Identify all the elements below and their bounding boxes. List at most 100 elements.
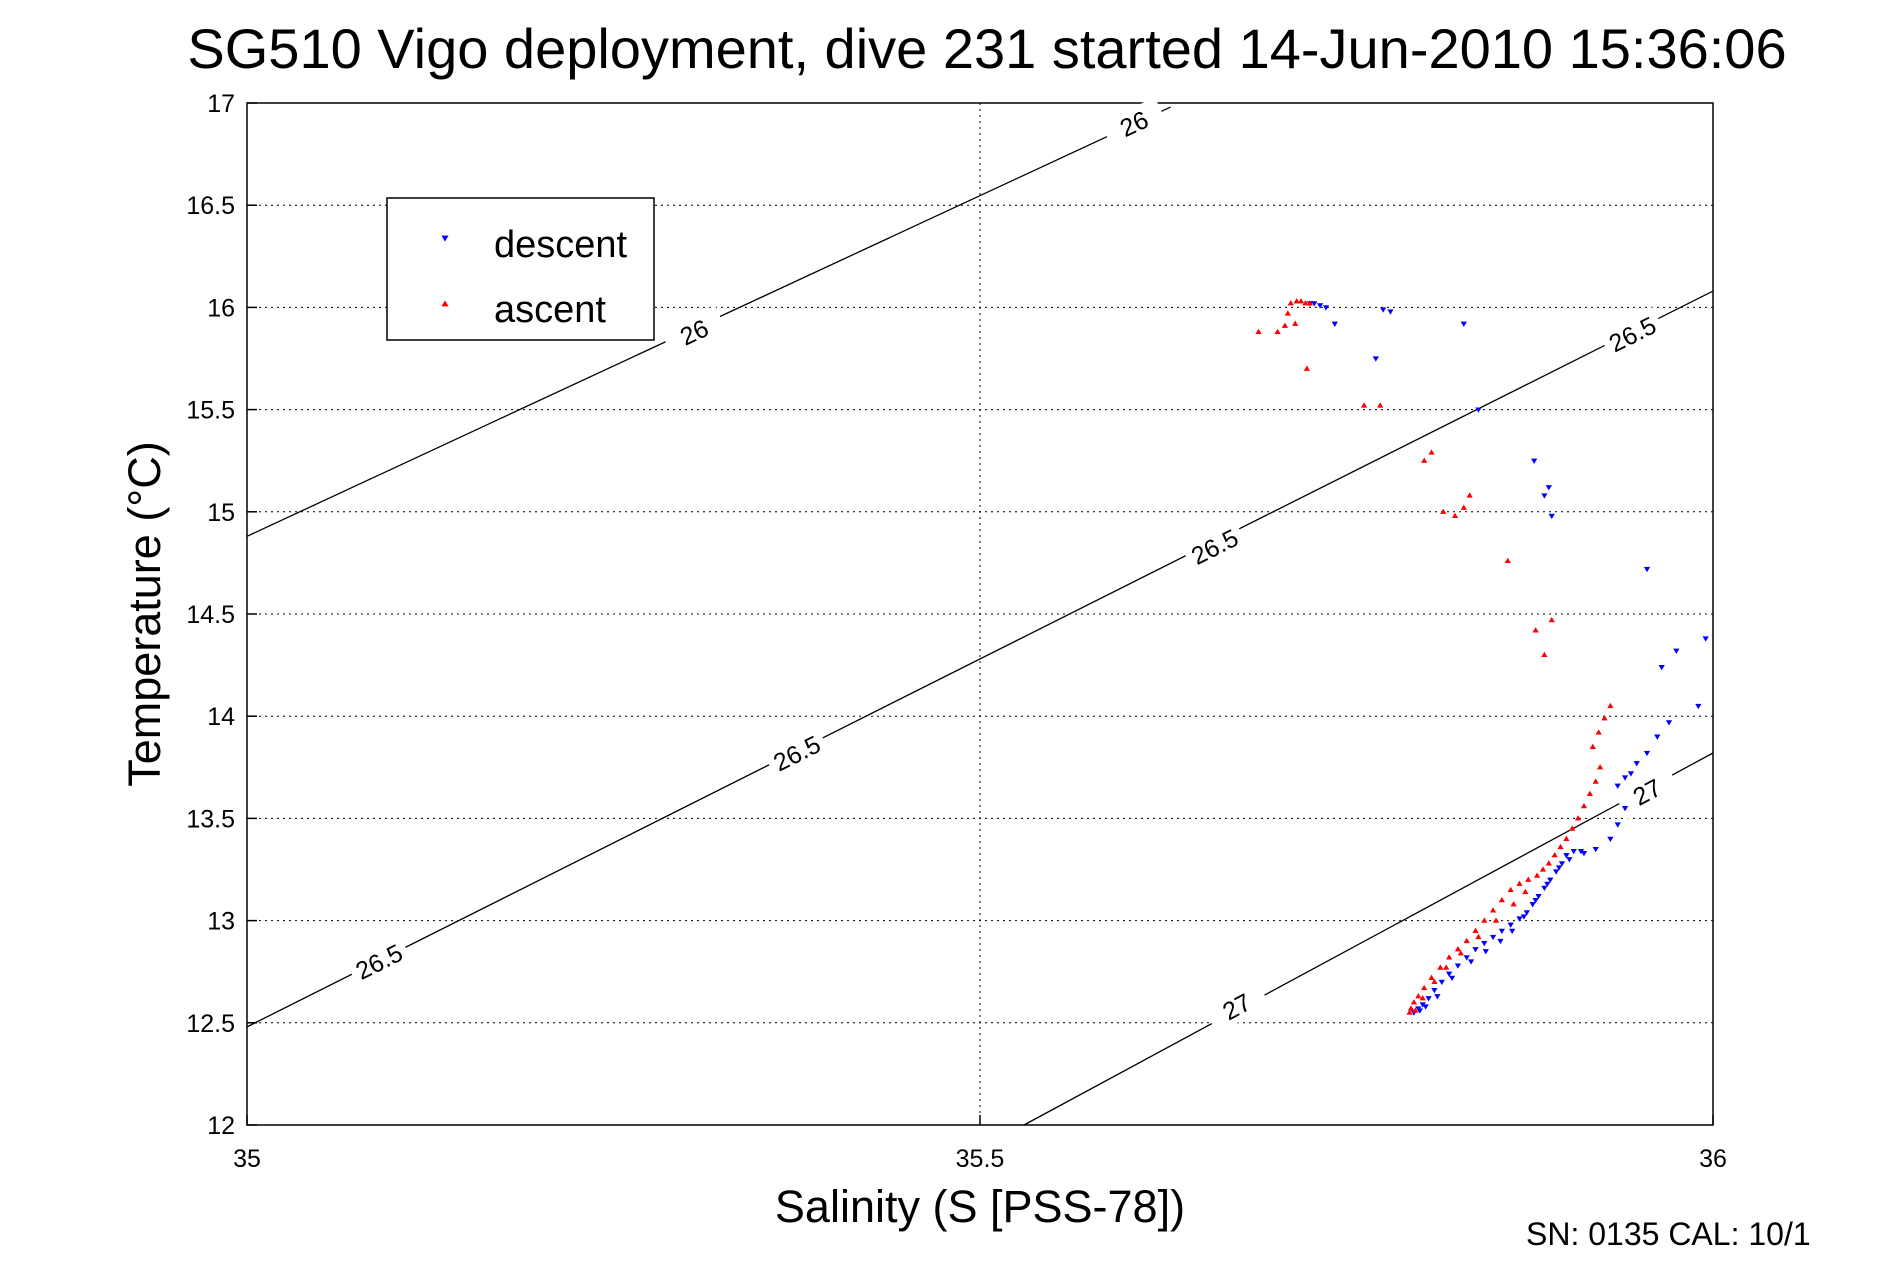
ascent-point <box>1284 310 1291 316</box>
ascent-point <box>1489 907 1497 913</box>
isopycnal-label-background <box>1613 764 1681 820</box>
ascent-point <box>1492 917 1500 923</box>
legend-ascent-symbol <box>441 300 449 307</box>
descent-point <box>1311 301 1318 307</box>
ascent-point <box>1532 627 1539 633</box>
ascent-point <box>1292 320 1299 326</box>
ascent-point <box>1533 872 1541 878</box>
descent-point <box>1448 975 1456 982</box>
y-axis-label: Temperature (°C) <box>119 441 170 787</box>
legend-descent-marker <box>441 235 449 242</box>
descent-point <box>1380 307 1387 313</box>
descent-point <box>1633 761 1640 767</box>
ascent-point <box>1437 964 1444 970</box>
descent-point <box>1535 893 1542 900</box>
ascent-point <box>1539 866 1547 872</box>
ascent-point <box>1525 876 1532 882</box>
descent-point <box>1541 493 1548 499</box>
descent-point <box>1529 902 1536 908</box>
descent-point <box>1702 636 1709 642</box>
descent-point <box>1475 407 1482 413</box>
y-tick-label: 12.5 <box>186 1010 235 1038</box>
isopycnal-label-background <box>1181 519 1249 574</box>
descent-point <box>1316 303 1324 309</box>
legend-descent-label: descent <box>494 224 628 266</box>
y-tick-label: 13.5 <box>186 805 235 833</box>
ascent-point <box>1545 860 1552 866</box>
descent-point <box>1372 356 1379 362</box>
ascent-point <box>1596 764 1604 770</box>
ascent-point <box>1457 950 1464 956</box>
descent-point <box>1665 720 1673 726</box>
x-tick-label: 35 <box>233 1145 261 1173</box>
descent-point <box>1498 928 1506 935</box>
descent-point <box>1322 305 1330 311</box>
ascent-point <box>1274 328 1281 335</box>
ascent-point <box>1592 778 1599 784</box>
descent-point <box>1592 846 1599 853</box>
ascent-point <box>1522 888 1529 895</box>
ascent-point <box>1445 954 1453 960</box>
ascent-point <box>1377 402 1384 408</box>
isopycnal-label-background <box>763 726 831 780</box>
axes: 35 35.5 36 12 12.5 13 13.5 14 14.5 15 15.5 16 16.5 17 <box>186 90 1727 1173</box>
ascent-point <box>1563 835 1570 841</box>
ascent-point <box>1410 999 1418 1005</box>
descent-point <box>1489 934 1497 941</box>
isopycnal-label-background <box>345 934 413 989</box>
descent-point <box>1422 1004 1429 1010</box>
ascent-point <box>1463 937 1470 944</box>
descent-point <box>1463 955 1470 961</box>
ascent-point <box>1297 298 1305 304</box>
isopycnal-line <box>1023 752 1714 1126</box>
ascent-point <box>1481 917 1488 923</box>
descent-point <box>1548 513 1555 520</box>
ascent-point <box>1303 365 1311 371</box>
isopycnal-label-background <box>660 305 728 359</box>
descent-point <box>1643 566 1651 573</box>
ascent-point <box>1421 984 1428 991</box>
ascent-point <box>1412 1007 1419 1013</box>
ascent-point <box>1575 815 1582 821</box>
y-tick-label: 16.5 <box>186 192 235 220</box>
ascent-point <box>1281 322 1289 328</box>
ascent-point <box>1460 504 1467 510</box>
descent-point <box>1558 861 1566 867</box>
y-tick-label: 12 <box>207 1112 235 1140</box>
descent-point <box>1516 916 1523 922</box>
descent-point <box>1434 994 1441 1000</box>
isopycnal-label-background <box>1598 307 1666 361</box>
descent-point <box>1481 940 1488 947</box>
ascent-point <box>1466 492 1473 498</box>
descent-point <box>1431 987 1438 994</box>
descent-point <box>1445 971 1453 977</box>
descent-point <box>1532 898 1539 904</box>
ascent-point <box>1428 449 1435 455</box>
ascent-point <box>1498 896 1506 903</box>
descent-point <box>1544 881 1551 887</box>
chart-title: SG510 Vigo deployment, dive 231 started … <box>187 17 1786 80</box>
ascent-point <box>1407 1005 1415 1011</box>
descent-point <box>1621 775 1629 781</box>
descent-point <box>1520 914 1528 920</box>
isopycnal-label-background <box>1100 97 1168 150</box>
ascent-point <box>1421 457 1428 463</box>
descent-point <box>1425 996 1432 1002</box>
ascent-point <box>1607 702 1614 709</box>
x-tick-label: 35.5 <box>956 1145 1005 1173</box>
ascent-point <box>1287 300 1294 306</box>
ascent-point <box>1431 978 1438 985</box>
y-tick-label: 16 <box>207 294 235 322</box>
y-tick-label: 13 <box>207 908 235 936</box>
y-tick-label: 14.5 <box>186 601 235 629</box>
ascent-point <box>1451 512 1459 519</box>
ascent-point <box>1516 880 1523 886</box>
ascent-point <box>1510 901 1517 907</box>
serial-calibration-note: SN: 0135 CAL: 10/1 <box>1526 1216 1811 1252</box>
descent-point <box>1607 836 1614 843</box>
isopycnal-label-background <box>1203 978 1271 1034</box>
descent-point <box>1654 734 1661 740</box>
isopycnal-line <box>246 290 1714 1028</box>
descent-point <box>1507 922 1514 928</box>
